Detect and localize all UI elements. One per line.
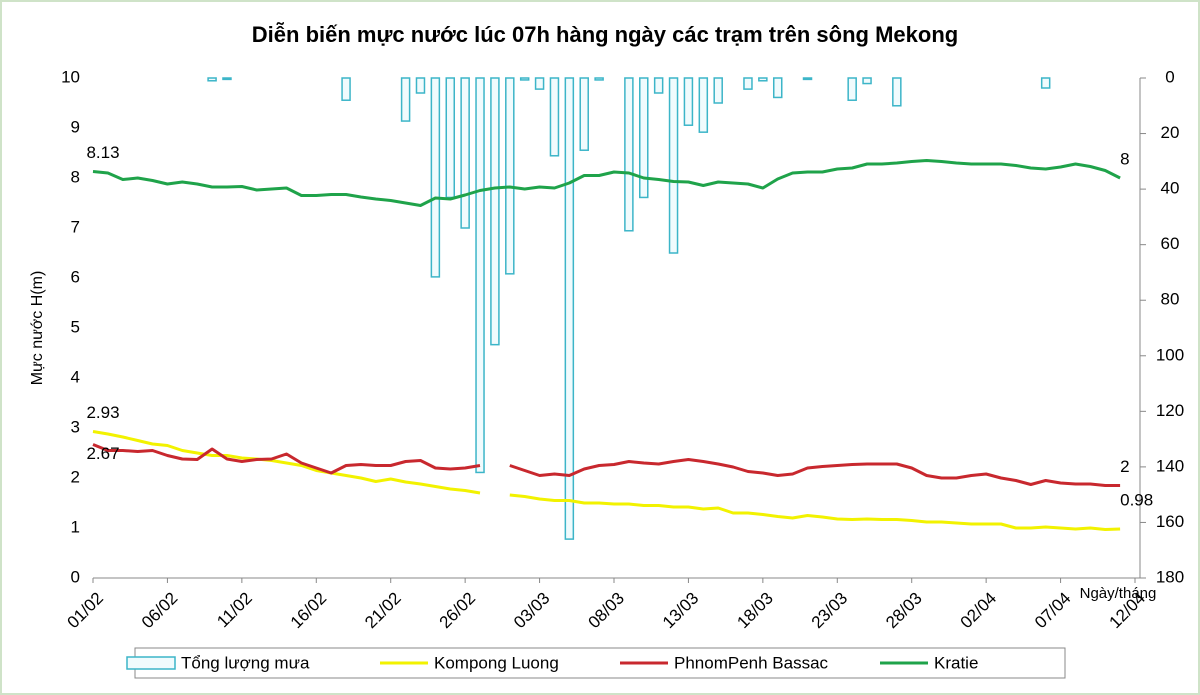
- rain-bar: [743, 77, 753, 90]
- rain-bar: [594, 77, 604, 81]
- y-tick-label: 0: [71, 567, 80, 586]
- data-label: 8: [1120, 149, 1129, 168]
- rain-bar: [490, 77, 500, 346]
- y2-tick-label: 160: [1156, 512, 1184, 531]
- rain-bar: [1040, 77, 1051, 89]
- y2-tick-label: 20: [1161, 123, 1180, 142]
- rain-bar: [758, 77, 768, 82]
- y-tick-label: 5: [71, 317, 80, 336]
- rain-bar: [430, 77, 441, 278]
- data-label: 2.93: [86, 403, 119, 422]
- legend-label: Kompong Luong: [434, 653, 559, 672]
- rain-bar: [892, 77, 902, 107]
- y2-tick-label: 0: [1165, 67, 1174, 86]
- y-tick-label: 10: [61, 67, 80, 86]
- line-series: [92, 430, 1121, 531]
- x-axis-label: Ngày/tháng: [1080, 585, 1157, 602]
- y-tick-label: 3: [71, 417, 80, 436]
- legend-label: PhnomPenh Bassac: [674, 653, 829, 672]
- legend-label: Tổng lượng mưa: [181, 653, 310, 672]
- legend-swatch: [126, 656, 176, 670]
- y2-tick-label: 120: [1156, 401, 1184, 420]
- rain-bar: [772, 77, 783, 99]
- legend-label: Kratie: [934, 653, 978, 672]
- rain-bar: [505, 77, 515, 275]
- rain-bar: [862, 77, 872, 85]
- data-label: 8.13: [86, 143, 119, 162]
- data-label: 0.98: [1120, 490, 1153, 509]
- rain-bar: [549, 77, 560, 157]
- y-tick-label: 6: [71, 267, 80, 286]
- rain-bar: [624, 77, 634, 232]
- rain-bar: [207, 77, 217, 82]
- rain-bar: [534, 77, 545, 90]
- chart-title: Diễn biến mực nước lúc 07h hàng ngày các…: [252, 22, 958, 47]
- rain-bar: [683, 77, 694, 126]
- rain-bar: [802, 77, 813, 81]
- rain-bar: [519, 77, 530, 81]
- y-axis-label: Mực nước H(m): [29, 271, 46, 386]
- rain-bar: [698, 77, 709, 133]
- y-tick-label: 8: [71, 167, 80, 186]
- rain-bar: [475, 77, 485, 474]
- y2-tick-label: 140: [1156, 456, 1184, 475]
- data-label: 2: [1120, 457, 1129, 476]
- y-tick-label: 1: [71, 517, 80, 536]
- line-series: [92, 443, 1121, 487]
- rain-bar: [415, 77, 426, 94]
- y-tick-label: 4: [71, 367, 80, 386]
- rain-bar: [400, 77, 411, 122]
- rain-bar: [847, 77, 857, 101]
- rain-bar: [460, 77, 470, 229]
- y-tick-label: 7: [71, 217, 80, 236]
- y-tick-label: 2: [71, 467, 80, 486]
- rain-bar: [445, 77, 456, 199]
- rain-bar: [653, 77, 664, 94]
- y2-tick-label: 180: [1156, 567, 1184, 586]
- data-label: 2.67: [86, 444, 119, 463]
- y2-tick-label: 60: [1161, 234, 1180, 253]
- rain-bar: [564, 77, 575, 540]
- rain-bar: [668, 77, 679, 254]
- y2-tick-label: 80: [1161, 290, 1180, 309]
- y2-tick-label: 100: [1156, 345, 1184, 364]
- rain-bar: [639, 77, 649, 199]
- rain-bar: [341, 77, 351, 101]
- rain-bar: [579, 77, 589, 151]
- y-tick-label: 9: [71, 117, 80, 136]
- line-series: [92, 159, 1121, 207]
- rain-bar: [713, 77, 723, 104]
- rain-bar: [222, 77, 232, 81]
- y2-tick-label: 40: [1161, 179, 1180, 198]
